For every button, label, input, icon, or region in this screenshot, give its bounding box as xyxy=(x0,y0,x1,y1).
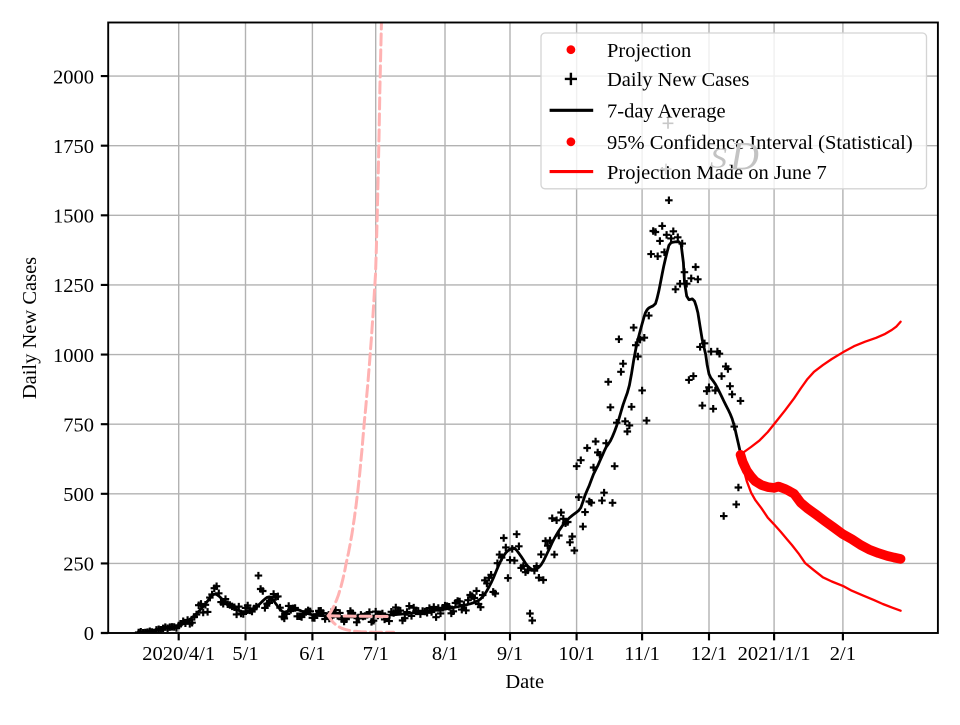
svg-text:2000: 2000 xyxy=(53,66,94,88)
svg-text:2021/1/1: 2021/1/1 xyxy=(738,643,811,665)
svg-text:Projection: Projection xyxy=(607,40,691,62)
svg-text:7/1: 7/1 xyxy=(363,643,389,665)
svg-text:5/1: 5/1 xyxy=(232,643,258,665)
svg-text:0: 0 xyxy=(84,623,94,645)
svg-text:2020/4/1: 2020/4/1 xyxy=(142,643,215,665)
svg-text:11/1: 11/1 xyxy=(624,643,660,665)
svg-text:Date: Date xyxy=(505,671,544,693)
svg-text:2/1: 2/1 xyxy=(830,643,856,665)
svg-text:9/1: 9/1 xyxy=(497,643,523,665)
svg-text:7-day Average: 7-day Average xyxy=(607,101,726,123)
svg-text:750: 750 xyxy=(63,414,94,436)
svg-text:D: D xyxy=(729,134,759,179)
svg-text:Daily New Cases: Daily New Cases xyxy=(19,257,41,399)
svg-text:1000: 1000 xyxy=(53,345,94,367)
svg-text:1750: 1750 xyxy=(53,136,94,158)
svg-text:8/1: 8/1 xyxy=(432,643,458,665)
svg-text:S: S xyxy=(710,143,728,175)
svg-text:1250: 1250 xyxy=(53,275,94,297)
svg-text:250: 250 xyxy=(63,554,94,576)
svg-text:Daily New Cases: Daily New Cases xyxy=(607,69,749,91)
svg-text:12/1: 12/1 xyxy=(691,643,727,665)
svg-text:1500: 1500 xyxy=(53,206,94,228)
svg-text:Projection Made on June 7: Projection Made on June 7 xyxy=(607,162,827,184)
svg-text:95% Confidence Interval (Stati: 95% Confidence Interval (Statistical) xyxy=(607,132,913,154)
svg-text:10/1: 10/1 xyxy=(558,643,594,665)
svg-text:6/1: 6/1 xyxy=(299,643,325,665)
svg-text:500: 500 xyxy=(63,484,94,506)
